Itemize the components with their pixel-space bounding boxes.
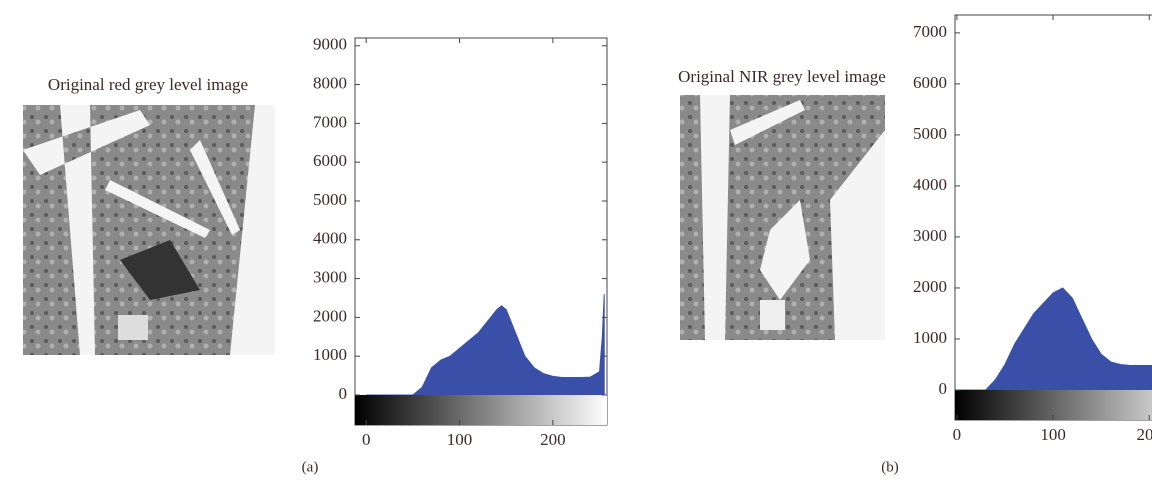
x-tick-label: 100 — [447, 430, 473, 449]
x-tick-label: 0 — [362, 430, 371, 449]
y-tick-label: 1000 — [913, 328, 947, 347]
y-tick-label: 4000 — [313, 229, 347, 248]
y-tick-label: 4000 — [913, 175, 947, 194]
histogram-area — [366, 294, 605, 396]
colorbar — [355, 395, 607, 425]
y-tick-label: 2000 — [313, 306, 347, 325]
x-tick-label: 200 — [540, 430, 566, 449]
y-tick-label: 7000 — [313, 112, 347, 131]
y-tick-label: 6000 — [313, 151, 347, 170]
y-tick-label: 6000 — [913, 73, 947, 92]
image-title: Original red grey level image — [48, 75, 248, 94]
x-tick-label: 200 — [1136, 425, 1152, 444]
y-tick-label: 0 — [939, 379, 948, 398]
y-tick-label: 3000 — [313, 267, 347, 286]
y-tick-label: 2000 — [913, 277, 947, 296]
x-tick-label: 0 — [953, 425, 962, 444]
photo — [680, 95, 885, 340]
y-tick-label: 1000 — [313, 345, 347, 364]
y-tick-label: 5000 — [913, 124, 947, 143]
y-tick-label: 8000 — [313, 73, 347, 92]
y-tick-label: 3000 — [913, 226, 947, 245]
y-tick-label: 7000 — [913, 22, 947, 41]
histogram-area — [956, 287, 1152, 391]
x-tick-label: 100 — [1040, 425, 1066, 444]
y-tick-label: 9000 — [313, 35, 347, 54]
photo — [23, 105, 275, 355]
image-title: Original NIR grey level image — [678, 67, 886, 86]
caption: (b) — [881, 459, 899, 475]
caption: (a) — [302, 459, 319, 475]
y-tick-label: 5000 — [313, 190, 347, 209]
y-tick-label: 0 — [339, 384, 348, 403]
